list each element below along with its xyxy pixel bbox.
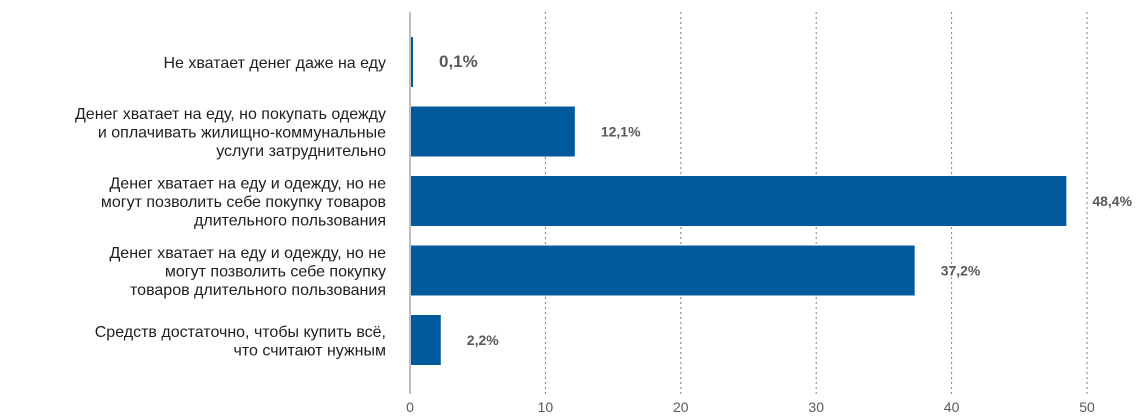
x-tick-label: 20	[673, 399, 689, 415]
category-label-line: Денег хватает на еду и одежду, но не	[109, 176, 386, 193]
category-label-line: длительного пользования	[194, 213, 386, 230]
category-label-line: могут позволить себе покупку	[165, 264, 386, 281]
category-label-line: могут позволить себе покупку товаров	[101, 194, 386, 211]
category-label-line: Не хватает денег даже на еду	[163, 55, 386, 72]
category-label-line: Денег хватает на еду и одежду, но не	[109, 245, 386, 262]
category-label-line: услуги затруднительно	[216, 143, 386, 160]
bar	[411, 245, 915, 296]
category-label: Денег хватает на еду и одежду, но немогу…	[101, 176, 386, 230]
x-tick-label: 30	[808, 399, 824, 415]
category-label-line: что считают нужным	[234, 342, 386, 359]
x-axis-ticks: 0 10 20 30 40 50	[406, 399, 1095, 415]
x-tick-label: 10	[538, 399, 554, 415]
bar	[411, 315, 441, 365]
data-label: 2,2%	[467, 332, 499, 348]
category-label-line: и оплачивать жилищно-коммунальные	[98, 125, 386, 142]
category-label-line: Средств достаточно, чтобы купить всё,	[95, 324, 386, 341]
x-tick-label: 0	[406, 399, 414, 415]
x-tick-label: 40	[944, 399, 960, 415]
value-labels: 0,1% 12,1% 48,4% 37,2% 2,2%	[439, 52, 1133, 348]
data-label: 48,4%	[1092, 193, 1132, 209]
data-label: 37,2%	[941, 263, 981, 279]
bars	[411, 37, 1067, 365]
category-label-line: Денег хватает на еду, но покупать одежду	[75, 106, 386, 123]
category-label: Денег хватает на еду, но покупать одежду…	[75, 106, 386, 160]
bar	[411, 176, 1067, 226]
x-tick-label: 50	[1079, 399, 1095, 415]
bar	[411, 37, 413, 87]
category-label: Денег хватает на еду и одежду, но не могу…	[109, 245, 386, 299]
category-label-line: товаров длительного пользования	[130, 282, 386, 299]
data-label: 0,1%	[439, 52, 478, 71]
category-label: Не хватает денег даже на еду	[163, 55, 386, 72]
bar	[411, 106, 575, 157]
category-label: Средств достаточно, чтобы купить всё,что…	[95, 324, 386, 360]
data-label: 12,1%	[601, 124, 641, 140]
category-labels: Не хватает денег даже на еду Денег хватае…	[75, 55, 386, 359]
